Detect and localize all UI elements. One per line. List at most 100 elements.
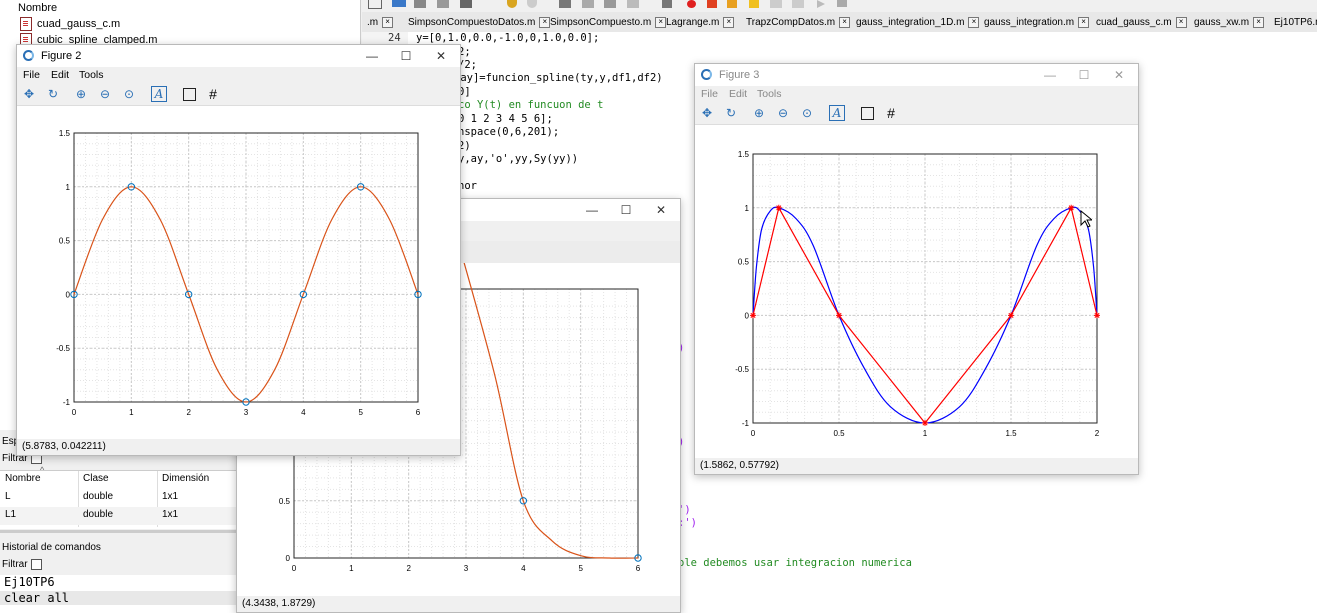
data-point-marker	[184, 290, 193, 299]
data-point-marker	[414, 290, 422, 299]
axes-box-icon[interactable]	[181, 86, 197, 102]
close-icon[interactable]: ×	[1253, 16, 1265, 28]
gear-icon[interactable]	[662, 0, 672, 8]
close-button[interactable]: ✕	[655, 203, 667, 217]
editor-tab[interactable]: SimpsonCompuestoDatos.m ×	[408, 14, 551, 30]
clear-breakpoints-icon[interactable]	[707, 0, 717, 8]
column-header-nombre[interactable]: Nombre	[5, 473, 41, 484]
menu-edit[interactable]: Edit	[729, 88, 748, 100]
file-item[interactable]: cuad_gauss_c.m	[20, 16, 120, 32]
maximize-button[interactable]: ☐	[1078, 68, 1090, 82]
copy-icon[interactable]	[582, 0, 594, 8]
paste-icon[interactable]	[604, 0, 616, 8]
maximize-button[interactable]: ☐	[400, 49, 412, 63]
find-icon[interactable]	[627, 0, 639, 8]
zoom-out-icon[interactable]: ⊖	[99, 87, 111, 101]
plot-area[interactable]: 0 0.5 1 1.5 2 -1 -0.5 0 0.5 1 1.5	[695, 125, 1138, 458]
zoom-out-icon[interactable]: ⊖	[777, 106, 789, 120]
grid-icon[interactable]: #	[887, 105, 895, 121]
undo-icon[interactable]	[507, 0, 517, 8]
axes-box-icon[interactable]	[859, 105, 875, 121]
close-button[interactable]: ✕	[1113, 68, 1125, 82]
redo-icon[interactable]	[527, 0, 537, 8]
series-line-spline	[73, 186, 419, 403]
close-icon[interactable]: ×	[1078, 16, 1090, 28]
editor-tab[interactable]: .m ×	[367, 14, 394, 30]
new-file-icon[interactable]	[368, 0, 382, 9]
title-bar[interactable]: Figure 2 — ☐ ✕	[17, 45, 460, 67]
menu-tools[interactable]: Tools	[79, 69, 104, 81]
run-icon[interactable]	[817, 0, 825, 8]
code-fragment: :')	[678, 517, 697, 529]
code-line: y=[0,1.0,0.0,-1.0,0,1.0,0.0];	[416, 32, 600, 44]
cut-icon[interactable]	[559, 0, 571, 8]
chart-fig3-svg[interactable]: 0 0.5 1 1.5 2 -1 -0.5 0 0.5 1 1.5	[695, 125, 1138, 458]
code-line: 0 1 2 3 4 5 6];	[458, 113, 553, 125]
file-browser-header[interactable]: Nombre	[18, 2, 58, 14]
save-as-icon[interactable]	[460, 0, 472, 8]
print-icon[interactable]	[437, 0, 449, 8]
column-header-clase[interactable]: Clase	[83, 473, 109, 484]
editor-tab[interactable]: Lagrange.m ×	[666, 14, 735, 30]
pan-icon[interactable]: ✥	[23, 87, 35, 101]
open-folder-icon[interactable]	[392, 0, 406, 7]
rotate-icon[interactable]: ↻	[725, 106, 737, 120]
figure-window-3[interactable]: Figure 3 — ☐ ✕ File Edit Tools ✥ ↻ ⊕ ⊖ ⊙…	[694, 63, 1139, 475]
text-annotation-icon[interactable]: A	[829, 105, 845, 121]
zoom-in-icon[interactable]: ⊕	[753, 106, 765, 120]
editor-tab[interactable]: Ej10TP6.m	[1274, 14, 1317, 30]
history-filter[interactable]: Filtrar	[2, 559, 42, 570]
figure-window-2[interactable]: Figure 2 — ☐ ✕ File Edit Tools ✥ ↻ ⊕ ⊖ ⊙…	[16, 44, 461, 456]
maximize-button[interactable]: ☐	[620, 203, 632, 217]
close-icon[interactable]: ×	[1175, 16, 1187, 28]
close-icon[interactable]: ×	[539, 16, 551, 28]
minimize-button[interactable]: —	[586, 203, 598, 217]
close-icon[interactable]: ×	[655, 16, 667, 28]
plot-area[interactable]: 0 1 2 3 4 5 6 -1 -0.5 0 0.5 1 1.5	[17, 106, 460, 439]
scrollbar[interactable]	[0, 530, 236, 533]
menu-file[interactable]: File	[701, 88, 718, 100]
text-annotation-icon[interactable]: A	[151, 86, 167, 102]
close-button[interactable]: ✕	[435, 49, 447, 63]
grid-icon[interactable]: #	[209, 86, 217, 102]
save-icon[interactable]	[414, 0, 426, 8]
column-header-dimension[interactable]: Dimensión	[162, 473, 210, 484]
x-tick-label: 5	[358, 408, 363, 417]
close-icon[interactable]: ×	[723, 16, 735, 28]
editor-tab[interactable]: gauss_xw.m ×	[1194, 14, 1265, 30]
debug-icon[interactable]	[749, 0, 759, 8]
breakpoint-icon[interactable]	[687, 0, 696, 8]
filter-checkbox[interactable]	[30, 559, 42, 570]
bookmark-icon[interactable]	[727, 0, 737, 8]
history-entry[interactable]: clear all	[0, 591, 236, 605]
close-icon[interactable]: ×	[839, 16, 851, 28]
menu-edit[interactable]: Edit	[51, 69, 70, 81]
editor-tab[interactable]: gauss_integration.m ×	[984, 14, 1090, 30]
chart-fig2-svg[interactable]: 0 1 2 3 4 5 6 -1 -0.5 0 0.5 1 1.5	[17, 106, 460, 439]
editor-tab[interactable]: SimpsonCompuesto.m ×	[550, 14, 667, 30]
minimize-button[interactable]: —	[1044, 68, 1056, 82]
title-bar[interactable]: Figure 3 — ☐ ✕	[695, 64, 1138, 86]
rotate-icon[interactable]: ↻	[47, 87, 59, 101]
stop-icon[interactable]	[837, 0, 847, 7]
pan-icon[interactable]: ✥	[701, 106, 713, 120]
zoom-reset-icon[interactable]: ⊙	[123, 87, 135, 101]
minimize-button[interactable]: —	[366, 49, 378, 63]
close-icon[interactable]: ×	[382, 16, 394, 28]
sort-chevron-up-icon[interactable]: ^	[40, 465, 45, 475]
menu-tools[interactable]: Tools	[757, 88, 782, 100]
table-row[interactable]: L double 1x1	[0, 489, 236, 507]
tab-label: SimpsonCompuestoDatos.m	[408, 16, 536, 28]
zoom-reset-icon[interactable]: ⊙	[801, 106, 813, 120]
editor-tab[interactable]: gauss_integration_1D.m ×	[856, 14, 980, 30]
table-row[interactable]: L1 double 1x1	[0, 507, 236, 525]
step-icon[interactable]	[770, 0, 782, 8]
close-icon[interactable]: ×	[968, 16, 980, 28]
editor-tab[interactable]: cuad_gauss_c.m ×	[1096, 14, 1187, 30]
menu-file[interactable]: File	[23, 69, 40, 81]
zoom-in-icon[interactable]: ⊕	[75, 87, 87, 101]
history-entry[interactable]: Ej10TP6	[4, 575, 55, 589]
step-in-icon[interactable]	[792, 0, 804, 8]
x-tick-label: 0	[72, 408, 77, 417]
editor-tab[interactable]: TrapzCompDatos.m ×	[746, 14, 851, 30]
